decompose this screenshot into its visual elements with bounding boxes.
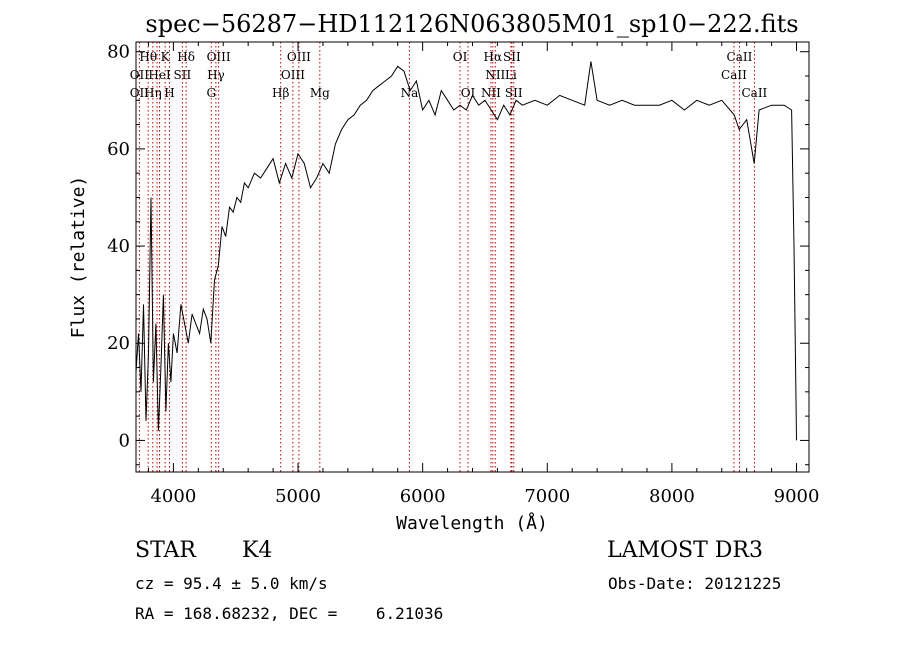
line-label-1-1: HeI xyxy=(148,68,171,82)
x-tick-label-1: 5000 xyxy=(275,486,321,507)
chart-title: spec−56287−HD112126N063805M01_sp10−222.f… xyxy=(145,10,798,38)
line-label-0-7: SII xyxy=(503,50,521,64)
line-label-0-4: OIII xyxy=(287,50,311,64)
x-tick-label-4: 8000 xyxy=(649,486,695,507)
line-label-0-0: Hθ xyxy=(139,50,157,64)
line-label-1-2: SII xyxy=(174,68,192,82)
emission-line-markers xyxy=(138,42,755,472)
y-tick-label-2: 40 xyxy=(107,236,130,257)
x-tick-label-0: 4000 xyxy=(150,486,196,507)
line-label-0-6: Hα xyxy=(484,50,503,64)
object-subclass: K4 xyxy=(242,538,273,563)
x-tick-label-2: 6000 xyxy=(400,486,446,507)
y-tick-label-0: 0 xyxy=(119,430,130,451)
line-label-1-0: OII xyxy=(130,68,150,82)
line-label-2-8: NII xyxy=(481,86,501,100)
survey-name: LAMOST DR3 xyxy=(607,538,763,563)
x-axis: 4000 5000 6000 7000 8000 9000 xyxy=(147,42,820,507)
line-label-0-8: CaII xyxy=(727,50,753,64)
spectrum-line xyxy=(135,61,797,441)
line-label-2-1: Hη xyxy=(144,86,162,100)
line-label-1-5: NII xyxy=(485,68,505,82)
line-label-2-7: OI xyxy=(461,86,476,100)
x-tick-label-5: 9000 xyxy=(774,486,820,507)
line-label-1-4: OIII xyxy=(281,68,305,82)
line-label-2-0: OII xyxy=(130,86,150,100)
y-tick-label-3: 60 xyxy=(107,139,130,160)
y-axis: 0 20 40 60 80 xyxy=(107,42,809,466)
line-label-2-6: Na xyxy=(401,86,419,100)
line-label-1-3: Hγ xyxy=(207,68,225,82)
line-label-1-7: CaII xyxy=(721,68,747,82)
line-label-2-5: Mg xyxy=(310,86,330,100)
y-axis-label: Flux (relative) xyxy=(68,176,89,339)
x-tick-label-3: 7000 xyxy=(524,486,570,507)
line-label-0-2: Hδ xyxy=(177,50,195,64)
observation-date: Obs-Date: 20121225 xyxy=(608,574,782,593)
line-label-2-2: H xyxy=(164,86,174,100)
y-tick-label-1: 20 xyxy=(107,333,130,354)
line-label-2-9: SII xyxy=(505,86,523,100)
plot-frame xyxy=(135,41,810,473)
line-label-1-6: Li xyxy=(505,68,517,82)
y-tick-label-4: 80 xyxy=(107,42,130,63)
line-label-2-10: CaII xyxy=(741,86,767,100)
x-axis-label: Wavelength (Å) xyxy=(396,512,548,534)
line-label-0-1: K xyxy=(161,50,171,64)
redshift-info: cz = 95.4 ± 5.0 km/s xyxy=(135,574,328,593)
line-label-0-5: OI xyxy=(453,50,468,64)
line-label-2-3: G xyxy=(206,86,216,100)
line-label-2-4: Hβ xyxy=(272,86,289,100)
coordinates: RA = 168.68232, DEC = 6.21036 xyxy=(135,604,444,623)
object-class: STAR xyxy=(135,538,196,563)
line-label-0-3: OIII xyxy=(207,50,231,64)
